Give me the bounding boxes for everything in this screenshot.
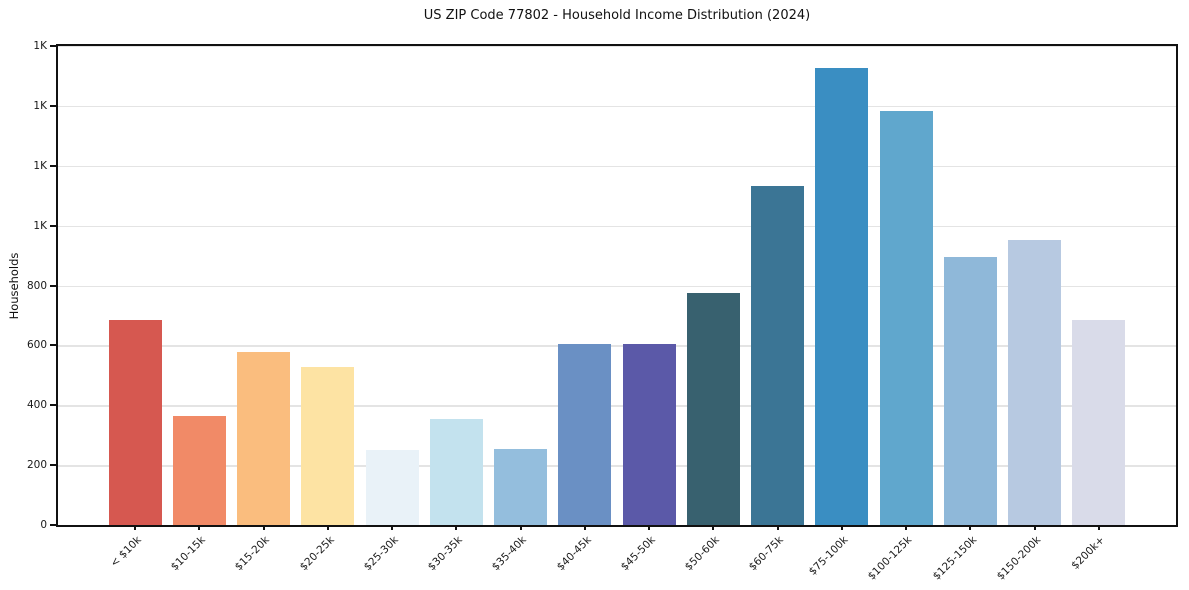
bar-slot: $200k+ xyxy=(1067,46,1131,572)
bar-slot: $20-25k xyxy=(296,46,360,573)
x-tick-mark xyxy=(905,525,908,530)
x-tick-label: $60-75k xyxy=(747,534,787,574)
y-tick-mark xyxy=(50,404,56,407)
bar-slot: $150-200k xyxy=(995,46,1067,583)
gridline xyxy=(58,345,1176,347)
bar-slot: < $10k xyxy=(103,46,167,570)
y-tick-mark xyxy=(50,45,56,47)
y-tick-label: 200 xyxy=(26,459,47,472)
x-tick-mark xyxy=(712,525,715,530)
x-tick-label: $125-150k xyxy=(930,534,979,583)
bar xyxy=(558,343,612,525)
y-tick-label: 600 xyxy=(26,339,47,352)
bar-slot: $75-100k xyxy=(807,46,874,578)
bar-slot: $125-150k xyxy=(930,46,1002,583)
y-tick-label: 1K xyxy=(33,159,47,172)
x-tick-label: $200k+ xyxy=(1069,534,1108,572)
x-tick-label: $20-25k xyxy=(297,534,337,574)
x-tick-label: $50-60k xyxy=(682,534,722,574)
x-tick-mark xyxy=(583,525,586,530)
gridline xyxy=(58,165,1176,168)
gridline xyxy=(58,46,1176,48)
x-tick-mark xyxy=(1033,525,1036,530)
bar xyxy=(686,292,740,525)
x-tick-mark xyxy=(840,525,843,530)
chart-title: US ZIP Code 77802 - Household Income Dis… xyxy=(423,8,811,23)
bar xyxy=(365,450,419,525)
x-tick-mark xyxy=(1097,525,1100,530)
bar-slot: $25-30k xyxy=(360,46,424,573)
gridline xyxy=(58,105,1176,108)
y-tick-label: 1K xyxy=(33,219,47,232)
y-tick-mark xyxy=(50,464,56,467)
bar xyxy=(943,257,997,525)
y-tick-label: 1K xyxy=(33,99,47,112)
x-tick-label: $15-20k xyxy=(233,534,273,574)
x-tick-label: $100-125k xyxy=(866,534,915,583)
bar xyxy=(237,351,291,525)
x-tick-label: $45-50k xyxy=(618,534,658,574)
x-tick-label: $150-200k xyxy=(994,534,1044,583)
gridline xyxy=(58,225,1176,228)
bar xyxy=(815,67,869,525)
x-tick-mark xyxy=(262,525,265,530)
bar xyxy=(1072,319,1126,525)
bar-slot: $15-20k xyxy=(232,46,296,573)
bar-slot: $40-45k xyxy=(553,46,617,573)
x-tick-mark xyxy=(648,525,651,530)
x-tick-mark xyxy=(198,525,201,530)
bar-slot: $45-50k xyxy=(617,46,681,573)
y-tick-mark xyxy=(50,344,56,347)
bar-slot: $60-75k xyxy=(746,46,810,573)
bar xyxy=(494,449,548,525)
bar xyxy=(751,185,805,525)
y-tick-label: 1K xyxy=(33,40,47,52)
bar-slot: $50-60k xyxy=(681,46,745,573)
y-tick-mark xyxy=(50,104,56,107)
x-tick-label: $35-40k xyxy=(490,534,530,574)
x-tick-label: $75-100k xyxy=(806,534,851,578)
bar xyxy=(622,343,676,525)
y-axis-label: Households xyxy=(7,252,21,320)
x-tick-label: $10-15k xyxy=(168,534,208,574)
y-tick-mark xyxy=(50,284,56,287)
bar-slot: $30-35k xyxy=(424,46,488,573)
x-tick-label: < $10k xyxy=(108,534,144,570)
bar xyxy=(1008,240,1062,525)
bar xyxy=(108,319,162,525)
x-tick-mark xyxy=(455,525,458,530)
y-tick-mark xyxy=(50,524,56,526)
x-tick-mark xyxy=(134,525,137,530)
y-tick-label: 800 xyxy=(26,279,47,292)
bar xyxy=(301,367,355,525)
x-tick-mark xyxy=(326,525,329,530)
bar xyxy=(429,419,483,525)
bars-layer: < $10k $10-15k $15-20k $20-25k $25-30k $30-35… xyxy=(58,46,1176,583)
y-tick-label: 0 xyxy=(40,519,47,531)
gridline xyxy=(58,285,1176,287)
bar xyxy=(879,111,933,525)
x-tick-label: $30-35k xyxy=(425,534,465,574)
y-tick-mark xyxy=(50,224,56,227)
y-tick-label: 400 xyxy=(26,399,47,412)
x-tick-mark xyxy=(969,525,972,530)
bar-slot: $35-40k xyxy=(489,46,553,573)
y-tick-mark xyxy=(50,164,56,167)
bar-slot: $10-15k xyxy=(167,46,231,573)
x-tick-label: $25-30k xyxy=(361,534,401,574)
x-tick-mark xyxy=(391,525,394,530)
x-tick-label: $40-45k xyxy=(554,534,594,574)
x-tick-mark xyxy=(776,525,779,530)
plot-area: 0 200 400 600 800 1K 1K 1K 1K < $10k $10-15k $15-2… xyxy=(27,40,1178,583)
bar xyxy=(172,416,226,525)
gridline xyxy=(58,405,1176,407)
bar-slot: $100-125k xyxy=(866,46,938,583)
x-tick-mark xyxy=(519,525,522,530)
gridline xyxy=(58,465,1176,467)
